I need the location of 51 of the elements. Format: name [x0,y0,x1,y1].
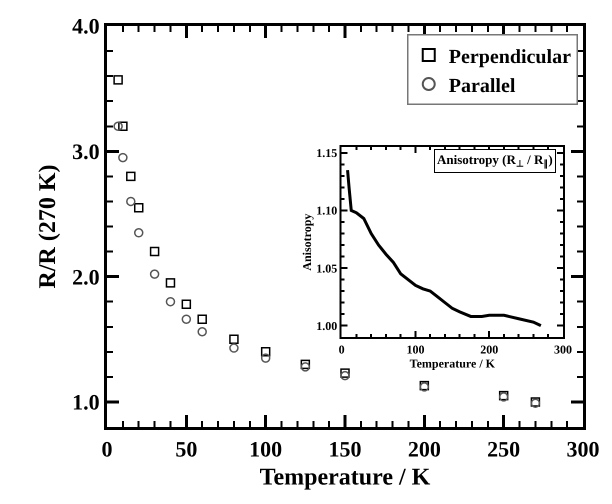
x-tick-label: 300 [554,342,572,357]
y-axis-title: Anisotropy [300,214,314,271]
y-tick-label: 1.00 [316,318,338,333]
point [260,347,270,357]
point [134,202,144,212]
y-tick-label: 3.0 [72,139,100,164]
x-tick-label: 200 [408,436,441,462]
legend-label: Parallel [448,74,516,97]
x-tick-label: 100 [249,436,282,462]
point [300,360,310,370]
x-axis-title: Temperature / K [410,356,496,371]
point [126,196,136,206]
x-tick-label: 150 [328,436,362,462]
y-axis-title: R/R (270 K) [35,164,62,288]
point [197,314,207,324]
line-series [346,168,542,328]
point [113,75,123,85]
point [229,343,239,353]
legend-label: Perpendicular [448,46,572,68]
point [118,152,128,162]
point [229,334,239,344]
x-tick-label: 250 [487,436,520,462]
y-tick-label: 1.10 [316,204,338,218]
y-tick-label: 4.0 [72,14,100,39]
y-tick-label: 2.0 [72,264,100,290]
y-tick-label: 1.05 [316,261,338,276]
point [197,327,207,337]
x-tick-label: 100 [406,342,424,357]
text: Anisotropy (R$_{⊥}$ / R$_{∥}$) [437,152,553,170]
x-tick-label: 300 [566,436,600,462]
point [300,362,310,372]
point [118,122,128,131]
point [340,370,350,380]
x-tick-label: 0 [102,436,112,462]
x-axis-title: Temperature / K [260,464,431,491]
point [166,278,176,288]
point [134,228,144,238]
point [126,172,136,182]
point [166,296,176,306]
point [340,368,350,378]
y-tick-label: 1.0 [72,390,100,415]
y-tick-label: 1.15 [316,146,338,160]
point [182,299,192,309]
point [150,269,160,279]
point [150,246,160,256]
point [113,122,123,131]
x-tick-label: 50 [175,436,198,462]
point [182,314,192,324]
x-tick-label: 0 [338,342,345,357]
point [260,353,270,363]
x-tick-label: 200 [480,342,498,357]
